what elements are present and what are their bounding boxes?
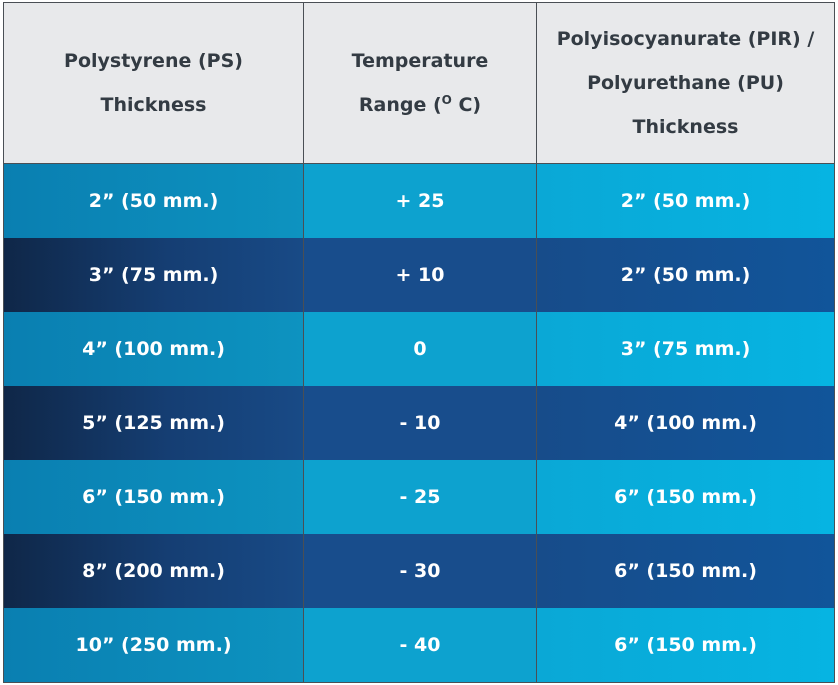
temperature-cell: - 10: [304, 386, 537, 460]
ps-thickness-cell-text: 2” (50 mm.): [88, 190, 219, 212]
ps-thickness-cell: 6” (150 mm.): [4, 460, 304, 534]
ps-thickness-cell: 8” (200 mm.): [4, 534, 304, 608]
ps-thickness-cell-text: 8” (200 mm.): [82, 560, 225, 582]
pir-pu-thickness-cell-text: 3” (75 mm.): [620, 338, 751, 360]
temperature-cell-text: + 10: [395, 264, 445, 286]
temperature-cell: + 10: [304, 238, 537, 312]
header-pir-pu-thickness: Polyisocyanurate (PIR) / Polyurethane (P…: [537, 3, 834, 164]
temperature-cell: 0: [304, 312, 537, 386]
ps-thickness-cell-text: 5” (125 mm.): [82, 412, 225, 434]
pir-pu-thickness-cell-text: 6” (150 mm.): [614, 560, 757, 582]
temperature-cell: + 25: [304, 164, 537, 238]
header-ps-label: Polystyrene (PS) Thickness: [64, 50, 243, 116]
ps-thickness-cell-text: 10” (250 mm.): [75, 634, 232, 656]
header-temp-line1: Temperature: [351, 50, 489, 72]
header-temp-line2-pre: Range (: [358, 94, 442, 116]
pir-pu-thickness-cell-text: 6” (150 mm.): [614, 486, 757, 508]
ps-thickness-cell-text: 6” (150 mm.): [82, 486, 225, 508]
degree-superscript: O: [441, 93, 452, 107]
pir-pu-thickness-cell: 6” (150 mm.): [537, 608, 834, 682]
pir-pu-thickness-cell: 6” (150 mm.): [537, 460, 834, 534]
pir-pu-thickness-cell: 6” (150 mm.): [537, 534, 834, 608]
ps-thickness-cell-text: 4” (100 mm.): [82, 338, 225, 360]
header-temperature-range: Temperature Range (O C): [304, 3, 537, 164]
temperature-cell-text: - 40: [399, 634, 441, 656]
temperature-cell-text: - 10: [399, 412, 441, 434]
ps-thickness-cell: 2” (50 mm.): [4, 164, 304, 238]
pir-pu-thickness-cell-text: 2” (50 mm.): [620, 190, 751, 212]
pir-pu-thickness-cell-text: 2” (50 mm.): [620, 264, 751, 286]
header-temp-line2-post: C): [451, 94, 482, 116]
header-temp-label: Temperature Range (O C): [352, 39, 489, 127]
pir-pu-thickness-cell: 2” (50 mm.): [537, 164, 834, 238]
pir-pu-thickness-cell-text: 4” (100 mm.): [614, 412, 757, 434]
ps-thickness-cell: 4” (100 mm.): [4, 312, 304, 386]
header-pir-label: Polyisocyanurate (PIR) / Polyurethane (P…: [556, 28, 815, 138]
table-grid: Polystyrene (PS) Thickness Temperature Ra…: [4, 3, 834, 682]
header-ps-thickness: Polystyrene (PS) Thickness: [4, 3, 304, 164]
insulation-thickness-table: Polystyrene (PS) Thickness Temperature Ra…: [3, 2, 835, 683]
ps-thickness-cell-text: 3” (75 mm.): [88, 264, 219, 286]
temperature-cell: - 40: [304, 608, 537, 682]
ps-thickness-cell: 5” (125 mm.): [4, 386, 304, 460]
ps-thickness-cell: 3” (75 mm.): [4, 238, 304, 312]
temperature-cell-text: - 30: [399, 560, 441, 582]
ps-thickness-cell: 10” (250 mm.): [4, 608, 304, 682]
temperature-cell-text: 0: [413, 338, 427, 360]
temperature-cell-text: - 25: [399, 486, 441, 508]
temperature-cell: - 30: [304, 534, 537, 608]
pir-pu-thickness-cell-text: 6” (150 mm.): [614, 634, 757, 656]
pir-pu-thickness-cell: 4” (100 mm.): [537, 386, 834, 460]
pir-pu-thickness-cell: 2” (50 mm.): [537, 238, 834, 312]
pir-pu-thickness-cell: 3” (75 mm.): [537, 312, 834, 386]
temperature-cell: - 25: [304, 460, 537, 534]
temperature-cell-text: + 25: [395, 190, 445, 212]
